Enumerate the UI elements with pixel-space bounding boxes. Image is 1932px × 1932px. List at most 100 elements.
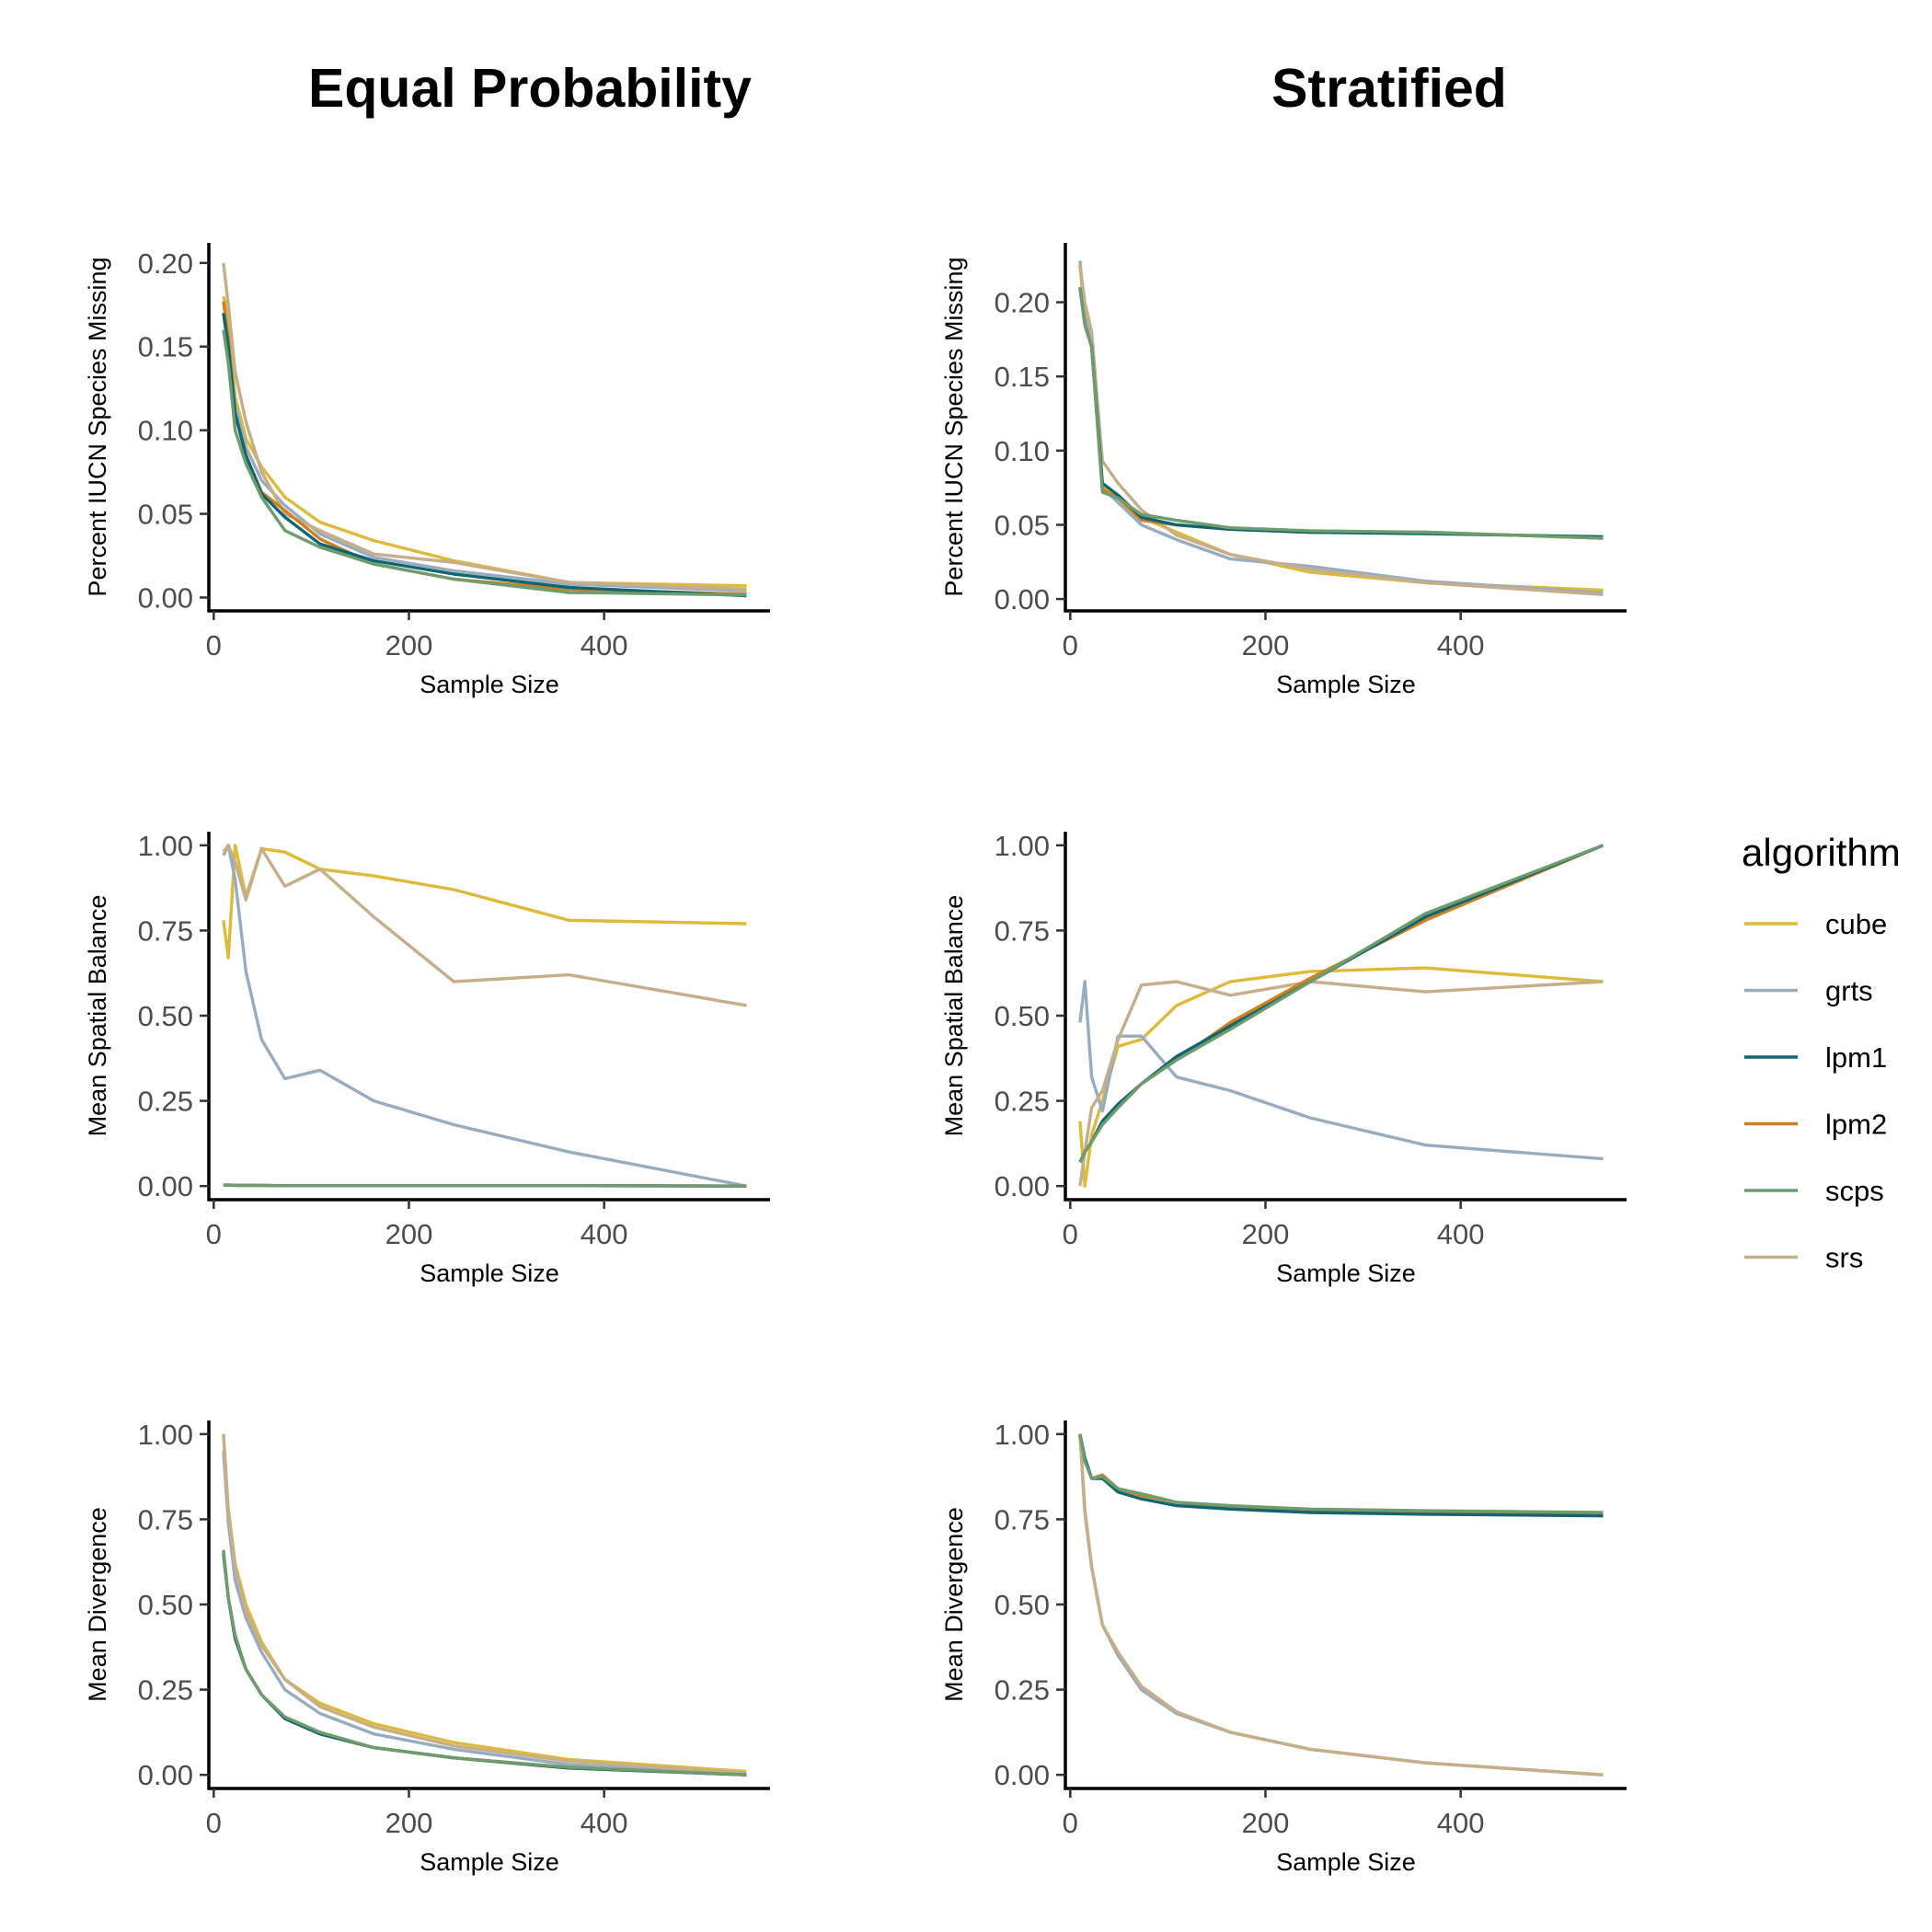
y-tick-label: 0.50	[995, 1589, 1050, 1621]
y-axis-title: Mean Spatial Balance	[84, 895, 111, 1137]
legend-title: algorithm	[1742, 831, 1901, 874]
y-tick-label: 0.15	[138, 331, 193, 363]
panel-1: 0.00 0.05 0.10 0.15 0.20 0 200 400 Sample Size Pe…	[84, 243, 770, 698]
y-tick-label: 0.50	[138, 1000, 193, 1032]
x-tick-label: 400	[1437, 1218, 1485, 1250]
series-line-cube	[222, 844, 747, 960]
x-tick-label: 400	[1437, 629, 1485, 661]
series-line-srs	[222, 1433, 747, 1775]
x-axis-title: Sample Size	[420, 671, 559, 698]
series-line-scps	[1078, 287, 1604, 540]
y-tick-label: 0.50	[995, 1000, 1050, 1032]
series-line-lpm1	[222, 1553, 747, 1777]
series-line-srs	[222, 844, 747, 1007]
y-tick-label: 1.00	[138, 1419, 193, 1451]
legend-label-lpm2: lpm2	[1825, 1109, 1887, 1141]
y-tick-label: 0.05	[138, 499, 193, 531]
x-axis-title: Sample Size	[1276, 1848, 1416, 1876]
x-tick-label: 200	[1242, 1218, 1290, 1250]
y-tick-label: 0.25	[995, 1086, 1050, 1118]
series-line-scps	[222, 1549, 747, 1777]
x-tick-label: 0	[206, 1807, 222, 1839]
y-tick-label: 1.00	[995, 830, 1050, 862]
series-line-lpm2	[222, 301, 747, 596]
y-axis-title: Mean Spatial Balance	[940, 895, 968, 1137]
series-line-grts	[1078, 980, 1604, 1161]
y-tick-label: 0.00	[995, 1170, 1050, 1202]
series-line-srs	[1078, 264, 1604, 596]
y-tick-label: 0.75	[138, 1503, 193, 1535]
panel-6: 0.00 0.25 0.50 0.75 1.00 0 200 400 Sample Size Me…	[940, 1419, 1627, 1876]
y-tick-label: 0.05	[995, 509, 1050, 541]
series-line-scps	[1078, 1433, 1604, 1514]
panel-5: 0.00 0.25 0.50 0.75 1.00 0 200 400 Sample Size Me…	[84, 1419, 770, 1876]
y-tick-label: 0.75	[995, 914, 1050, 947]
x-tick-label: 400	[1437, 1807, 1485, 1839]
series-line-lpm2	[1078, 844, 1604, 1164]
y-tick-label: 0.00	[995, 1759, 1050, 1791]
x-tick-label: 200	[1242, 629, 1290, 661]
y-tick-label: 0.20	[995, 287, 1050, 319]
legend-label-srs: srs	[1825, 1242, 1863, 1274]
column-title-stratified: Stratified	[1271, 58, 1507, 119]
panel-3: 0.00 0.25 0.50 0.75 1.00 0 200 400 Sample Size Me…	[84, 830, 770, 1287]
series-line-scps	[223, 1183, 747, 1188]
series-line-scps	[222, 329, 747, 597]
x-tick-label: 400	[581, 1807, 628, 1839]
series-line-cube	[222, 295, 747, 588]
x-tick-label: 400	[581, 1218, 628, 1250]
series-line-lpm1	[1078, 287, 1604, 539]
y-tick-label: 0.00	[138, 1759, 193, 1791]
series-line-lpm1	[1078, 1433, 1604, 1518]
x-tick-label: 0	[1063, 629, 1078, 661]
series-line-srs	[222, 262, 747, 592]
y-tick-label: 0.00	[138, 581, 193, 614]
y-axis-title: Percent IUCN Species Missing	[940, 257, 968, 596]
y-tick-label: 1.00	[995, 1419, 1050, 1451]
legend-label-grts: grts	[1825, 975, 1873, 1007]
series-line-lpm1	[222, 313, 747, 598]
y-tick-label: 0.15	[995, 361, 1050, 393]
series-line-grts	[1078, 260, 1604, 595]
panel-4: 0.00 0.25 0.50 0.75 1.00 0 200 400 Sample Size Me…	[940, 830, 1627, 1287]
x-tick-label: 200	[385, 629, 433, 661]
column-title-equal-probability: Equal Probability	[308, 58, 752, 119]
legend-label-scps: scps	[1825, 1175, 1884, 1207]
y-tick-label: 0.10	[138, 415, 193, 447]
series-line-scps	[1078, 844, 1604, 1164]
legend-label-lpm1: lpm1	[1825, 1041, 1887, 1074]
y-tick-label: 0.10	[995, 435, 1050, 467]
y-tick-label: 0.00	[995, 583, 1050, 615]
y-tick-label: 0.75	[138, 914, 193, 947]
y-tick-label: 0.00	[138, 1170, 193, 1202]
legend-label-cube: cube	[1825, 908, 1887, 940]
y-tick-label: 0.25	[995, 1674, 1050, 1707]
x-axis-title: Sample Size	[420, 1848, 559, 1876]
legend: algorithm cube grts lpm1 lpm2 scps srs	[1742, 831, 1901, 1274]
series-line-lpm2	[1078, 287, 1604, 540]
y-tick-label: 0.75	[995, 1503, 1050, 1535]
y-tick-label: 0.25	[138, 1086, 193, 1118]
x-tick-label: 0	[1063, 1807, 1078, 1839]
series-line-cube	[1078, 966, 1604, 1188]
y-tick-label: 0.20	[138, 247, 193, 280]
x-tick-label: 200	[385, 1218, 433, 1250]
x-tick-label: 200	[385, 1807, 433, 1839]
panel-2: 0.00 0.05 0.10 0.15 0.20 0 200 400 Sample Size Pe…	[940, 243, 1627, 698]
x-axis-title: Sample Size	[1276, 1259, 1416, 1287]
y-tick-label: 0.25	[138, 1674, 193, 1707]
series-line-srs	[1078, 1433, 1604, 1777]
series-line-srs	[1078, 980, 1604, 1187]
series-line-cube	[222, 1433, 747, 1774]
series-line-lpm1	[1078, 844, 1604, 1164]
series-line-cube	[1078, 1433, 1604, 1777]
series-line-cube	[1078, 265, 1604, 592]
x-tick-label: 400	[581, 629, 628, 661]
x-tick-label: 0	[206, 1218, 222, 1250]
x-axis-title: Sample Size	[420, 1259, 559, 1287]
series-line-lpm2	[222, 1553, 747, 1777]
x-tick-label: 0	[1063, 1218, 1078, 1250]
y-axis-title: Mean Divergence	[84, 1507, 111, 1702]
x-tick-label: 200	[1242, 1807, 1290, 1839]
